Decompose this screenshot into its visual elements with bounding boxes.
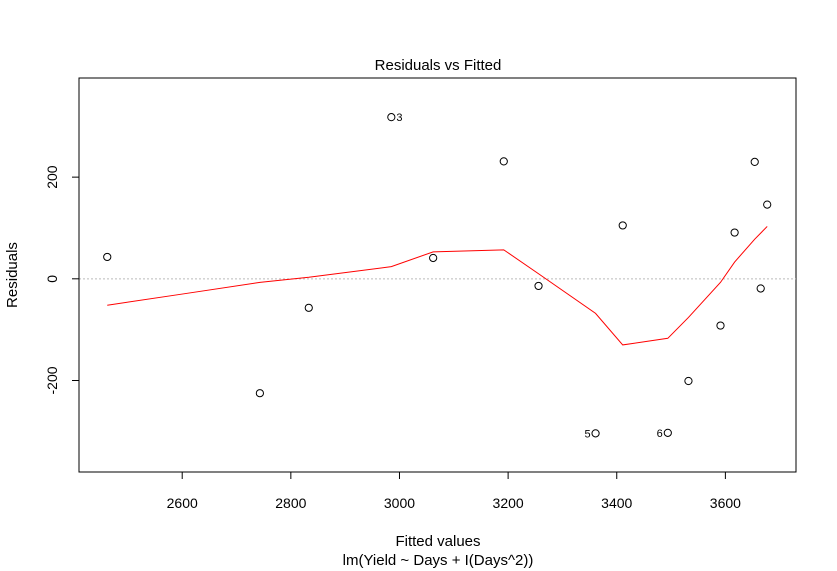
x-tick-label: 3400 [601,495,632,511]
point-label: 5 [584,428,590,440]
data-point [499,157,508,166]
x-tick-label: 3600 [710,495,741,511]
data-points: 3 5 6 [103,112,772,440]
data-point [618,221,627,230]
model-formula-subtitle: lm(Yield ~ Days + I(Days^2)) [343,552,534,569]
data-point [716,321,725,330]
data-point [387,113,396,122]
data-point [763,200,772,209]
chart-title: Residuals vs Fitted [375,57,502,74]
y-tick-label: 200 [44,165,60,189]
x-tick-label: 2800 [275,495,306,511]
data-point [255,389,264,398]
plot-frame [78,77,797,473]
data-point [756,284,765,293]
x-tick-label: 3000 [384,495,415,511]
data-point [429,253,438,263]
data-point [304,303,313,312]
smooth-trend-line [107,226,768,346]
x-axis: 2600 2800 3000 3200 3400 3600 [167,471,741,511]
data-point [103,252,112,262]
y-tick-label: 0 [44,275,60,283]
data-point [730,228,739,237]
x-tick-label: 2600 [167,495,198,511]
x-tick-label: 3200 [493,495,524,511]
data-point [684,376,693,386]
point-label: 3 [396,112,402,124]
data-point [534,281,543,291]
data-point [663,428,672,437]
y-tick-label: -200 [44,366,60,394]
y-axis-label: Residuals [4,242,21,308]
data-point [591,429,600,438]
data-point [750,157,759,166]
x-axis-label: Fitted values [395,533,480,550]
y-axis: -200 0 200 [44,165,80,395]
point-label: 6 [657,428,663,440]
